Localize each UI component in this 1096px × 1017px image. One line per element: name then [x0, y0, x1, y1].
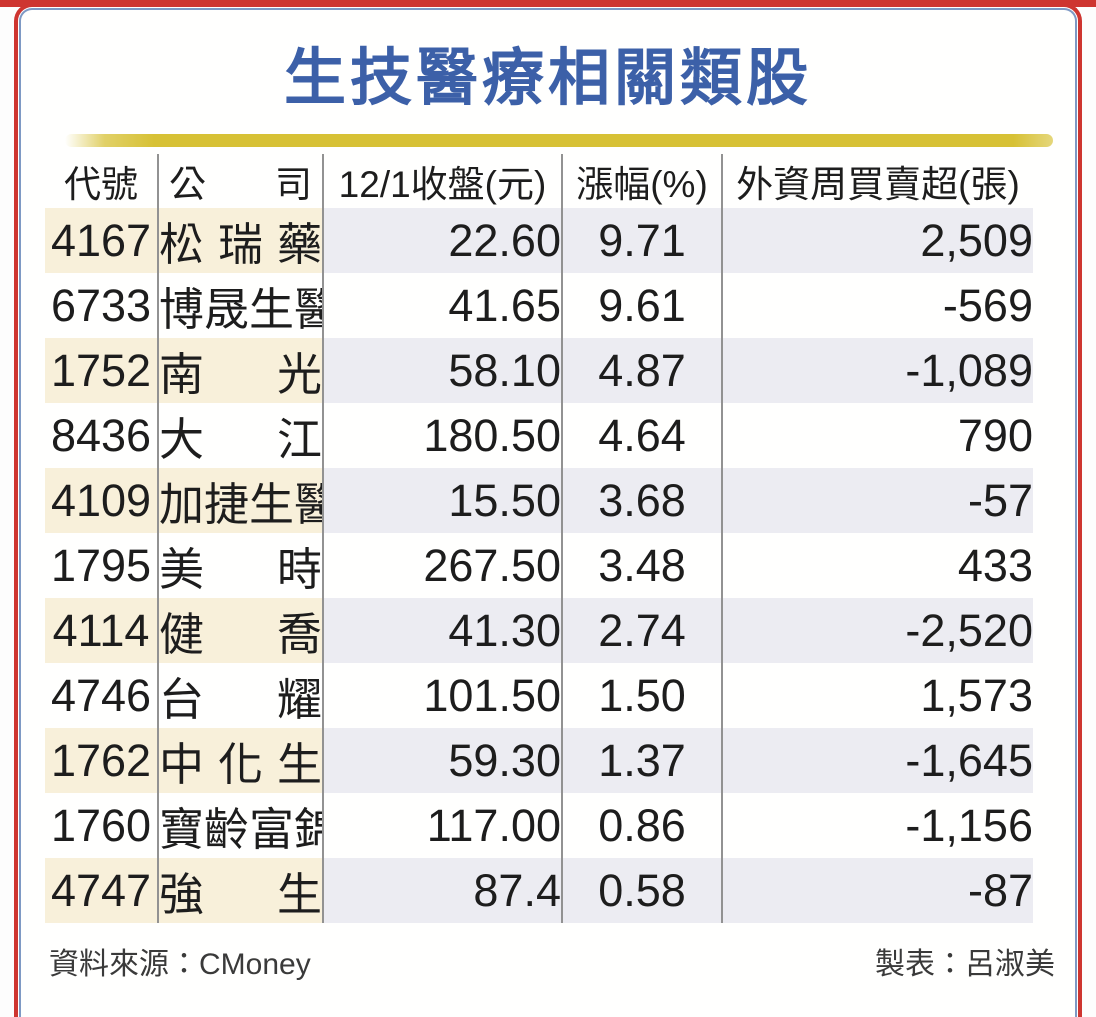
table-row: 4114 健喬 41.30 2.74 -2,520	[45, 598, 1033, 664]
table-row: 4109 加捷生醫 15.50 3.68 -57	[45, 468, 1033, 534]
close-cell: 117.00	[323, 793, 563, 859]
code-cell: 1762	[45, 728, 159, 794]
card-inner: 生技醫療相關類股 代號 公司 12/1收盤(元) 漲幅(%) 外資周買賣超(張)	[19, 8, 1077, 1017]
change-cell: 4.87	[562, 338, 723, 404]
table-row: 1760 寶齡富錦 117.00 0.86 -1,156	[45, 793, 1033, 859]
header-cell-company: 公司	[158, 154, 324, 209]
table-row: 6733 博晟生醫 41.65 9.61 -569	[45, 273, 1033, 339]
header-cell-change: 漲幅(%)	[562, 154, 723, 209]
table-row: 8436 大江 180.50 4.64 790	[45, 403, 1033, 469]
credit-label: 製表：呂淑美	[875, 948, 1055, 982]
close-cell: 41.65	[323, 273, 563, 339]
close-cell: 101.50	[323, 663, 563, 729]
company-cell: 博晟生醫	[158, 273, 324, 339]
top-accent-bar	[0, 0, 1096, 7]
change-cell: 4.64	[562, 403, 723, 469]
code-cell: 8436	[45, 403, 159, 469]
change-cell: 0.86	[562, 793, 723, 859]
code-cell: 6733	[45, 273, 159, 339]
code-cell: 1795	[45, 533, 159, 599]
company-cell: 強生	[158, 858, 324, 924]
company-cell: 台耀	[158, 663, 324, 729]
close-cell: 41.30	[323, 598, 563, 664]
foreign-net-cell: -1,089	[722, 338, 1033, 404]
change-cell: 9.71	[562, 208, 723, 274]
foreign-net-cell: -87	[722, 858, 1033, 924]
change-cell: 3.48	[562, 533, 723, 599]
change-cell: 0.58	[562, 858, 723, 924]
change-cell: 1.37	[562, 728, 723, 794]
gold-divider	[65, 134, 1053, 148]
foreign-net-cell: -57	[722, 468, 1033, 534]
close-cell: 59.30	[323, 728, 563, 794]
foreign-net-cell: -569	[942, 279, 1033, 331]
source-label: 資料來源：CMoney	[49, 948, 311, 982]
code-cell: 4167	[45, 208, 159, 274]
close-cell: 15.50	[323, 468, 563, 534]
foreign-net-cell: 433	[957, 539, 1033, 591]
table-row: 1795 美時 267.50 3.48 433	[45, 533, 1033, 599]
foreign-net-cell: -2,520	[722, 598, 1033, 664]
close-cell: 22.60	[323, 208, 563, 274]
company-cell: 美時	[158, 533, 324, 599]
code-cell: 4114	[45, 598, 159, 664]
close-cell: 58.10	[323, 338, 563, 404]
table-row: 4747 強生 87.4 0.58 -87	[45, 858, 1033, 924]
header-cell-code: 代號	[45, 154, 159, 209]
change-cell: 2.74	[562, 598, 723, 664]
table-row: 1762 中化生 59.30 1.37 -1,645	[45, 728, 1033, 794]
code-cell: 4746	[45, 663, 159, 729]
code-cell: 1760	[45, 793, 159, 859]
company-cell: 加捷生醫	[158, 468, 324, 534]
table-row: 1752 南光 58.10 4.87 -1,089	[45, 338, 1033, 404]
foreign-net-cell: 1,573	[920, 669, 1033, 721]
table-row: 4746 台耀 101.50 1.50 1,573	[45, 663, 1033, 729]
foreign-net-cell: -1,156	[905, 799, 1033, 851]
page-title: 生技醫療相關類股	[283, 44, 812, 113]
close-cell: 87.4	[323, 858, 563, 924]
close-cell: 267.50	[323, 533, 563, 599]
table-row: 4167 松瑞藥 22.60 9.71 2,509	[45, 208, 1033, 274]
company-cell: 大江	[158, 403, 324, 469]
company-cell: 寶齡富錦	[158, 793, 324, 859]
company-cell: 健喬	[158, 598, 324, 664]
table-footer: 資料來源：CMoney 製表：呂淑美	[49, 939, 1055, 983]
company-cell: 中化生	[158, 728, 324, 794]
header-row: 代號 公司 12/1收盤(元) 漲幅(%) 外資周買賣超(張)	[45, 154, 1033, 209]
foreign-net-cell: -1,645	[722, 728, 1033, 794]
company-cell: 南光	[158, 338, 324, 404]
code-cell: 1752	[45, 338, 159, 404]
header-cell-close: 12/1收盤(元)	[323, 154, 563, 209]
code-cell: 4109	[45, 468, 159, 534]
company-cell: 松瑞藥	[158, 208, 324, 274]
foreign-net-cell: 2,509	[722, 208, 1033, 274]
close-cell: 180.50	[323, 403, 563, 469]
stock-table: 代號 公司 12/1收盤(元) 漲幅(%) 外資周買賣超(張) 4167 松瑞藥…	[45, 154, 1033, 924]
code-cell: 4747	[45, 858, 159, 924]
change-cell: 9.61	[562, 273, 723, 339]
change-cell: 1.50	[562, 663, 723, 729]
header-cell-foreign: 外資周買賣超(張)	[736, 164, 1020, 206]
article-card: 生技醫療相關類股 代號 公司 12/1收盤(元) 漲幅(%) 外資周買賣超(張)	[14, 3, 1082, 1017]
change-cell: 3.68	[562, 468, 723, 534]
foreign-net-cell: 790	[957, 409, 1033, 461]
